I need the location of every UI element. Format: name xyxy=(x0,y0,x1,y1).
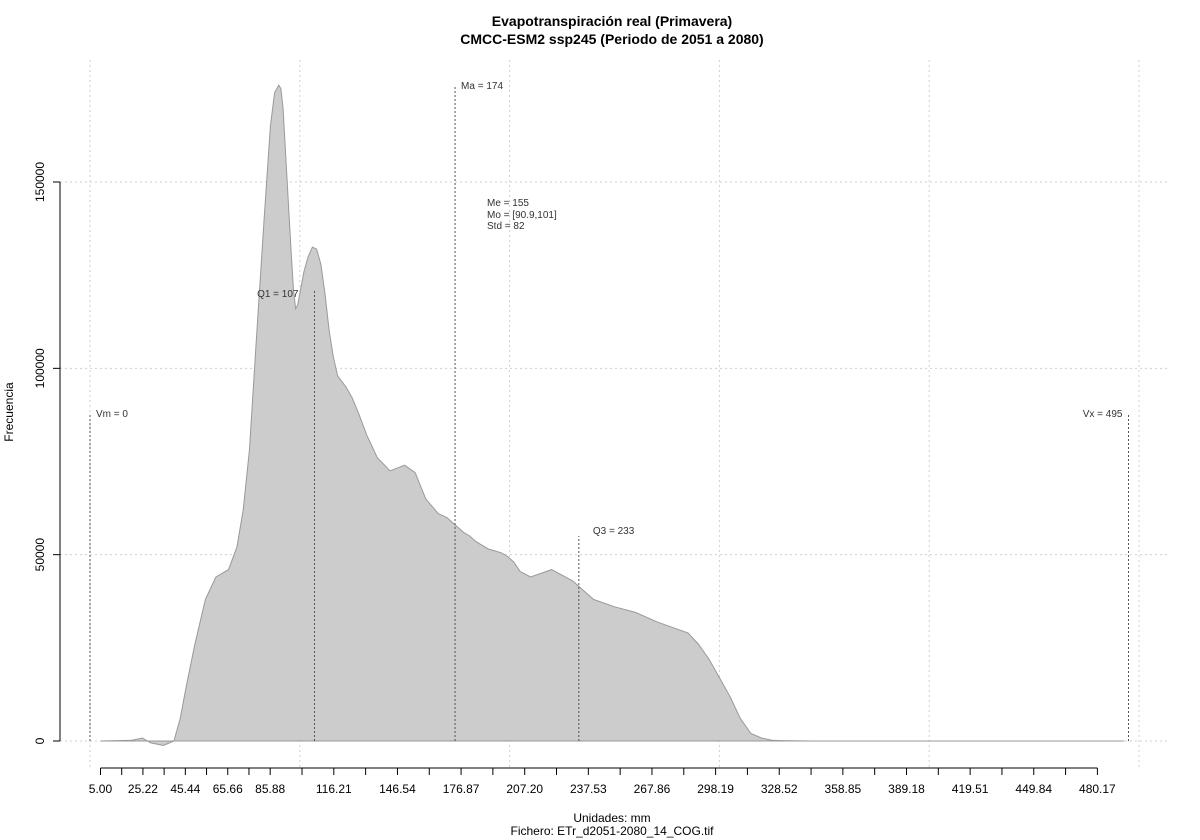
x-tick-label-8: 207.20 xyxy=(506,782,543,796)
y-tick-label-2: 100000 xyxy=(33,348,47,388)
y-axis: 0 50000 100000 150000 xyxy=(33,162,61,744)
x-tick-label-3: 65.66 xyxy=(213,782,243,796)
chart-title: Evapotranspiración real (Primavera) xyxy=(492,13,732,29)
stat-label-0: Vm = 0 xyxy=(96,409,128,420)
x-tick-label-15: 419.51 xyxy=(952,782,989,796)
stat-median: Me = 155 xyxy=(487,198,529,209)
x-tick-label-6: 146.54 xyxy=(379,782,416,796)
y-tick-label-1: 50000 xyxy=(33,538,47,572)
file-name-label: Fichero: ETr_d2051-2080_14_COG.tif xyxy=(511,824,715,838)
x-tick-label-9: 237.53 xyxy=(570,782,607,796)
x-tick-label-12: 328.52 xyxy=(761,782,798,796)
x-tick-label-14: 389.18 xyxy=(888,782,925,796)
x-tick-label-13: 358.85 xyxy=(825,782,862,796)
chart-subtitle: CMCC-ESM2 ssp245 (Periodo de 2051 a 2080… xyxy=(460,31,763,47)
density-area xyxy=(100,84,1125,747)
x-tick-label-5: 116.21 xyxy=(316,782,352,796)
x-tick-label-16: 449.84 xyxy=(1015,782,1052,796)
y-axis-label: Frecuencia xyxy=(2,382,16,442)
x-tick-label-4: 85.88 xyxy=(255,782,285,796)
x-tick-label-0: 5.00 xyxy=(89,782,113,796)
stat-label-3: Q3 = 233 xyxy=(593,526,635,537)
y-tick-label-0: 0 xyxy=(33,737,47,744)
y-tick-label-3: 150000 xyxy=(33,162,47,202)
stat-mode: Mo = [90.9,101] xyxy=(487,210,557,221)
x-tick-label-11: 298.19 xyxy=(697,782,734,796)
x-tick-label-1: 25.22 xyxy=(128,782,158,796)
x-tick-label-10: 267.86 xyxy=(634,782,671,796)
statistic-lines xyxy=(89,85,1130,741)
x-axis-label: Unidades: mm xyxy=(573,811,650,825)
x-tick-label-2: 45.44 xyxy=(170,782,200,796)
x-axis: 5.00 25.22 45.44 65.66 85.88 116.21 146.54 176.… xyxy=(89,767,1116,796)
stat-label-1: Q1 = 107 xyxy=(257,289,299,300)
statistic-annotations: Vm = 0 Q1 = 107 Ma = 174 Q3 = 233 Vx = 495 xyxy=(96,81,1123,537)
x-tick-label-7: 176.87 xyxy=(443,782,480,796)
x-tick-label-17: 480.17 xyxy=(1079,782,1116,796)
stat-std: Std = 82 xyxy=(487,221,525,232)
stat-label-4: Vx = 495 xyxy=(1083,409,1123,420)
stat-label-2: Ma = 174 xyxy=(461,81,503,92)
